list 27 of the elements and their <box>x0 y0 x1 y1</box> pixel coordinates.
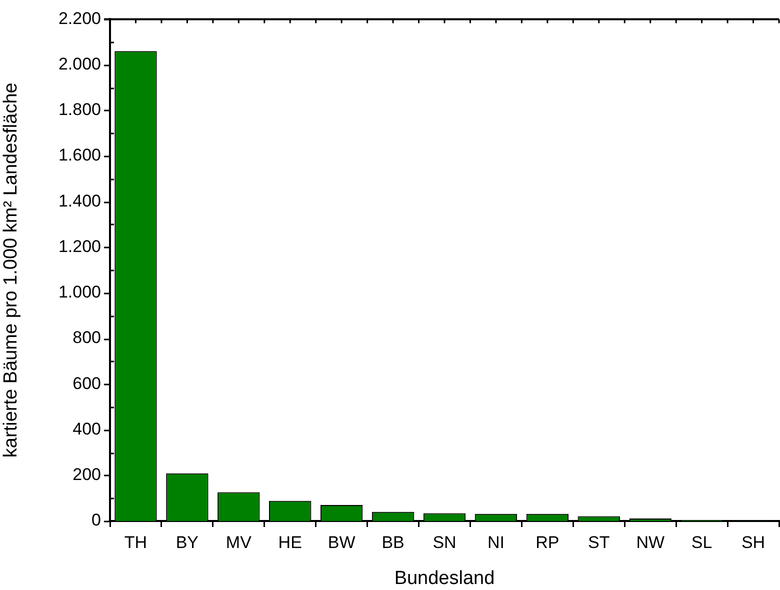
x-tick-label: BB <box>382 532 404 552</box>
x-tick-label: SL <box>691 532 712 552</box>
y-tick-label: 0 <box>92 510 101 530</box>
y-tick-label: 1.400 <box>58 191 101 210</box>
x-axis-title: Bundesland <box>394 568 495 589</box>
y-tick-label: 1.200 <box>58 236 101 256</box>
y-tick-label: 2.000 <box>58 54 101 74</box>
x-tick-label: BW <box>328 532 356 552</box>
x-tick-label: TH <box>124 532 148 552</box>
y-tick-label: 1.000 <box>58 282 101 302</box>
y-tick-label: 1.600 <box>58 146 101 165</box>
x-tick-label: BY <box>176 532 199 552</box>
x-tick-label: MV <box>226 532 252 552</box>
x-tick-label: NW <box>636 532 665 552</box>
x-tick-label: HE <box>278 532 302 552</box>
y-tick-label: 2.200 <box>58 8 101 28</box>
x-tick-label: NI <box>487 532 504 552</box>
y-axis-title: kartierte Bäume pro 1.000 km² Landesfläche <box>0 82 22 458</box>
y-tick-label: 400 <box>72 419 101 438</box>
x-tick-label: RP <box>536 532 560 552</box>
y-tick-label: 1.800 <box>58 100 101 120</box>
y-tick-label: 600 <box>72 374 101 393</box>
x-tick-label: SN <box>432 532 456 552</box>
x-tick-label: SH <box>741 532 766 552</box>
x-tick-label: ST <box>588 532 610 552</box>
y-tick-label: 800 <box>72 328 101 348</box>
y-tick-label: 200 <box>72 465 101 484</box>
